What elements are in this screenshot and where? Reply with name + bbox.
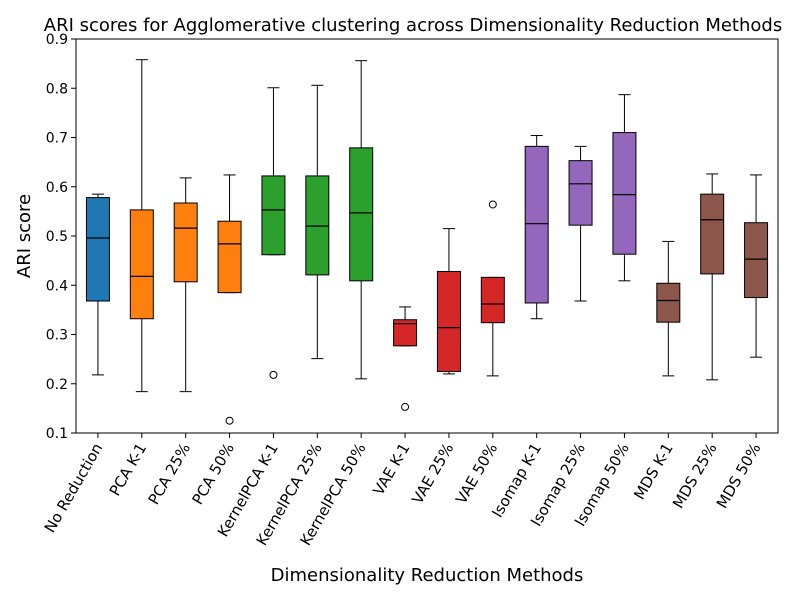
box-13 bbox=[612, 94, 637, 282]
box-1 bbox=[85, 193, 110, 376]
x-tick-label: MDS K-1 bbox=[630, 440, 677, 503]
outlier-point bbox=[225, 416, 234, 425]
box-12 bbox=[568, 145, 593, 302]
box-14 bbox=[656, 240, 681, 377]
iqr-box bbox=[261, 175, 286, 256]
box-3 bbox=[173, 177, 198, 393]
box-16 bbox=[744, 174, 769, 358]
x-tick-label: VAE K-1 bbox=[369, 440, 413, 498]
y-tick-label: 0.5 bbox=[46, 229, 68, 245]
iqr-box bbox=[393, 319, 418, 347]
iqr-box bbox=[129, 209, 154, 320]
iqr-box bbox=[700, 193, 725, 275]
y-tick-label: 0.2 bbox=[46, 377, 68, 393]
box-9 bbox=[436, 228, 461, 375]
box-8 bbox=[393, 306, 418, 411]
iqr-box bbox=[524, 145, 549, 304]
y-axis: 0.1 0.2 0.3 0.4 0.5 0.6 0.7 0.8 0.9 bbox=[46, 32, 76, 442]
box-group bbox=[85, 59, 769, 425]
iqr-box bbox=[612, 132, 637, 255]
box-2 bbox=[129, 59, 154, 393]
box-15 bbox=[700, 173, 725, 381]
box-5 bbox=[261, 87, 286, 379]
x-tick-label: VAE 50% bbox=[452, 440, 501, 507]
x-tick-label: PCA 50% bbox=[188, 440, 238, 508]
x-tick-label: PCA 25% bbox=[145, 440, 195, 508]
iqr-box bbox=[217, 220, 242, 294]
box-11 bbox=[524, 135, 549, 320]
y-tick-label: 0.1 bbox=[46, 426, 68, 442]
x-axis-label: Dimensionality Reduction Methods bbox=[271, 565, 584, 586]
iqr-box bbox=[436, 270, 461, 372]
x-tick-label: MDS 50% bbox=[713, 440, 765, 511]
box-6 bbox=[305, 84, 330, 360]
iqr-box bbox=[85, 197, 110, 302]
iqr-box bbox=[744, 222, 769, 299]
y-tick-label: 0.4 bbox=[46, 278, 68, 294]
outlier-point bbox=[401, 402, 410, 411]
plot-frame bbox=[75, 38, 779, 434]
box-10 bbox=[480, 200, 505, 377]
box-7 bbox=[349, 60, 374, 380]
iqr-box bbox=[305, 175, 330, 276]
iqr-box bbox=[480, 276, 505, 324]
y-tick-label: 0.9 bbox=[46, 32, 68, 48]
x-tick-label: VAE 25% bbox=[408, 440, 457, 507]
y-tick-label: 0.3 bbox=[46, 328, 68, 344]
y-axis-label: ARI score bbox=[14, 194, 35, 278]
y-tick-label: 0.8 bbox=[46, 81, 68, 97]
box-4 bbox=[217, 174, 242, 425]
iqr-box bbox=[656, 282, 681, 323]
iqr-box bbox=[568, 160, 593, 226]
y-tick-label: 0.6 bbox=[46, 180, 68, 196]
y-tick-label: 0.7 bbox=[46, 131, 68, 147]
iqr-box bbox=[349, 147, 374, 282]
x-tick-label: PCA K-1 bbox=[106, 440, 150, 499]
x-tick-label: No Reduction bbox=[41, 440, 107, 536]
iqr-box bbox=[173, 202, 198, 283]
chart-title: ARI scores for Agglomerative clustering … bbox=[44, 15, 782, 36]
outlier-point bbox=[269, 370, 278, 379]
outlier-point bbox=[488, 200, 497, 209]
